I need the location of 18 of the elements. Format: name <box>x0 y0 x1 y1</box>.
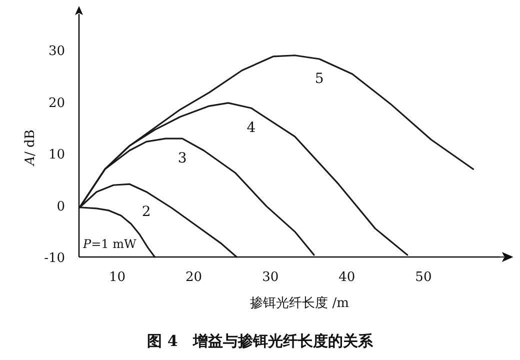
x-axis-title: 掺铒光纤长度 /m <box>250 295 349 311</box>
series-label: 5 <box>314 70 324 87</box>
series-label: 3 <box>178 150 187 167</box>
y-tick-label: 0 <box>56 199 65 214</box>
y-tick-label: 20 <box>48 96 65 111</box>
x-tick-label: 50 <box>415 270 432 285</box>
y-tick-label: -10 <box>44 251 65 266</box>
y-tick-label: 30 <box>48 44 65 60</box>
series-label: 4 <box>246 120 256 136</box>
x-tick-label: 20 <box>186 270 202 285</box>
x-tick-label: 10 <box>109 270 126 285</box>
series-label: 2 <box>142 204 151 220</box>
text: 图 4 增益与掺铒光纤长度的关系 <box>147 332 374 350</box>
series-label: P=1 mW <box>82 237 137 251</box>
x-tick-label: 30 <box>262 270 279 285</box>
y-tick-label: 10 <box>48 148 65 163</box>
y-axis-title: A/ dB <box>23 130 38 166</box>
x-tick-label: 40 <box>338 270 356 285</box>
